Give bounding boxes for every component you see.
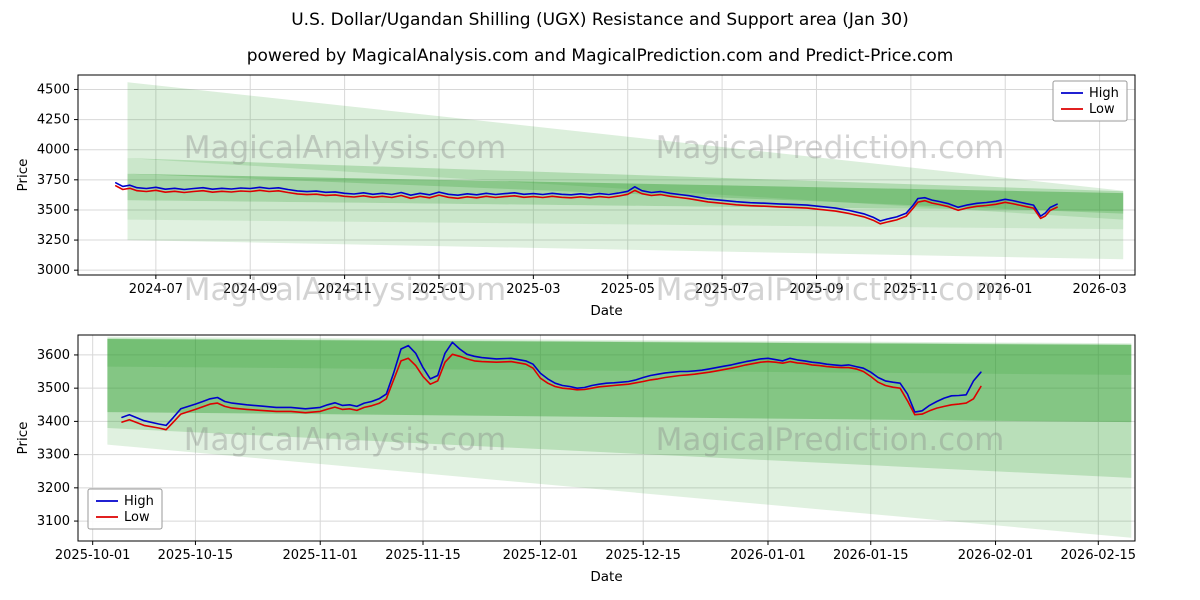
svg-text:2025-09: 2025-09 <box>789 282 843 297</box>
svg-text:3300: 3300 <box>37 448 70 463</box>
series-low-line <box>115 185 1058 225</box>
svg-text:Date: Date <box>590 569 622 585</box>
svg-text:High: High <box>124 494 154 509</box>
watermark-analysis: MagicalAnalysis.com <box>184 130 506 166</box>
svg-text:3400: 3400 <box>37 414 70 429</box>
svg-text:Low: Low <box>1089 102 1115 117</box>
svg-text:2026-01-15: 2026-01-15 <box>833 548 909 563</box>
svg-text:3200: 3200 <box>37 481 70 496</box>
svg-text:2026-01: 2026-01 <box>978 282 1032 297</box>
svg-text:2024-07: 2024-07 <box>129 282 183 297</box>
svg-text:2024-09: 2024-09 <box>223 282 277 297</box>
svg-text:2025-07: 2025-07 <box>695 282 749 297</box>
watermark-prediction: MagicalPrediction.com <box>656 272 1005 308</box>
watermark-analysis: MagicalAnalysis.com <box>184 272 506 308</box>
svg-text:3000: 3000 <box>37 263 70 278</box>
svg-text:Price: Price <box>15 422 31 455</box>
support-resistance-bands <box>107 336 1132 538</box>
svg-text:2025-01: 2025-01 <box>412 282 466 297</box>
svg-text:2025-12-15: 2025-12-15 <box>605 548 681 563</box>
svg-text:Low: Low <box>124 510 150 525</box>
watermarks: MagicalAnalysis.com MagicalPrediction.com… <box>184 130 1005 458</box>
watermark-prediction: MagicalPrediction.com <box>656 422 1005 458</box>
svg-text:4250: 4250 <box>37 113 70 128</box>
axes: 2025-10-01 2025-10-15 2025-11-01 2025-11-15… <box>15 348 1136 585</box>
svg-text:2025-03: 2025-03 <box>506 282 560 297</box>
subplot-0: 2024-07 2024-09 2024-11 2025-01 2025-03 2025-… <box>15 74 1136 319</box>
subplot-1: 2025-10-01 2025-10-15 2025-11-01 2025-11-15… <box>15 334 1136 585</box>
svg-text:3600: 3600 <box>37 348 70 363</box>
svg-text:2025-11-01: 2025-11-01 <box>282 548 358 563</box>
svg-text:2024-11: 2024-11 <box>317 282 371 297</box>
watermark-prediction: MagicalPrediction.com <box>656 130 1005 166</box>
svg-text:2026-03: 2026-03 <box>1072 282 1126 297</box>
svg-text:2026-01-01: 2026-01-01 <box>730 548 806 563</box>
svg-text:4500: 4500 <box>37 82 70 97</box>
chart-title: U.S. Dollar/Ugandan Shilling (UGX) Resis… <box>291 10 909 30</box>
svg-text:High: High <box>1089 86 1119 101</box>
svg-text:3500: 3500 <box>37 381 70 396</box>
series-high-line <box>121 341 982 427</box>
chart-subtitle: powered by MagicalAnalysis.com and Magic… <box>246 46 954 66</box>
plot-border <box>77 334 1136 542</box>
svg-text:3250: 3250 <box>37 233 70 248</box>
svg-text:3750: 3750 <box>37 173 70 188</box>
gridlines <box>78 335 1135 541</box>
svg-text:3100: 3100 <box>37 514 70 529</box>
svg-text:Date: Date <box>590 303 622 319</box>
svg-text:2025-10-15: 2025-10-15 <box>158 548 234 563</box>
svg-text:2026-02-01: 2026-02-01 <box>958 548 1034 563</box>
series-low-line <box>121 353 982 431</box>
svg-text:2026-02-15: 2026-02-15 <box>1061 548 1137 563</box>
support-resistance-bands <box>127 82 1124 260</box>
svg-text:3500: 3500 <box>37 203 70 218</box>
svg-text:4000: 4000 <box>37 143 70 158</box>
svg-text:2025-11-15: 2025-11-15 <box>385 548 461 563</box>
svg-text:Price: Price <box>15 159 31 192</box>
series-high-line <box>115 182 1058 222</box>
svg-text:2025-11: 2025-11 <box>884 282 938 297</box>
svg-text:2025-10-01: 2025-10-01 <box>55 548 131 563</box>
plot-border <box>77 74 1136 276</box>
watermark-analysis: MagicalAnalysis.com <box>184 422 506 458</box>
axes: 2024-07 2024-09 2024-11 2025-01 2025-03 2025-… <box>15 82 1127 319</box>
svg-text:2025-12-01: 2025-12-01 <box>503 548 579 563</box>
svg-text:2025-05: 2025-05 <box>601 282 655 297</box>
